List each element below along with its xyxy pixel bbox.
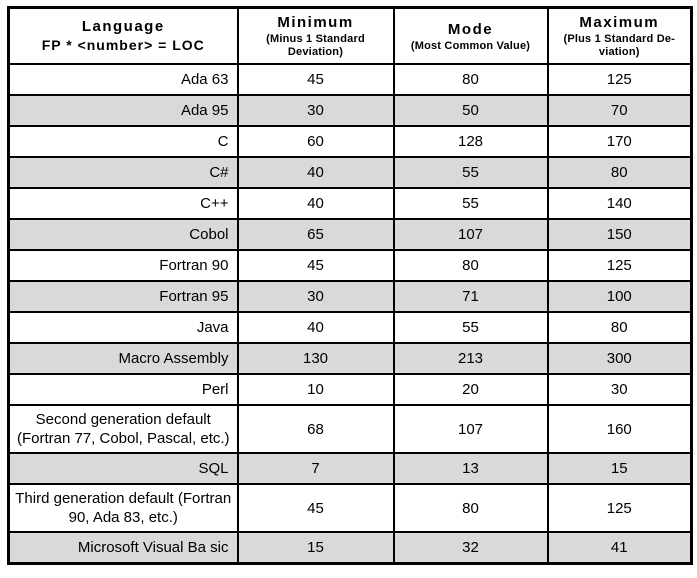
- mode-cell: 50: [392, 94, 549, 127]
- max-cell: 100: [546, 280, 693, 313]
- mode-cell: 80: [392, 249, 549, 282]
- table-row: Cobol 65 107 150: [7, 218, 693, 251]
- min-cell: 15: [236, 531, 395, 565]
- table-row: Perl 10 20 30: [7, 373, 693, 406]
- language-cell: SQL: [7, 452, 239, 485]
- header-maximum-title: Maximum: [579, 14, 660, 31]
- mode-cell: 107: [392, 218, 549, 251]
- header-mode: Mode (Most Common Value): [392, 6, 549, 65]
- mode-cell: 32: [392, 531, 549, 565]
- language-cell: Fortran 95: [7, 280, 239, 313]
- header-language-title: Language: [81, 18, 165, 35]
- language-cell: Fortran 90: [7, 249, 239, 282]
- max-cell: 41: [546, 531, 693, 565]
- min-cell: 7: [236, 452, 395, 485]
- mode-cell: 20: [392, 373, 549, 406]
- header-mode-subtitle: (Most Common Value): [410, 39, 531, 52]
- table-row: C++ 40 55 140: [7, 187, 693, 220]
- language-cell: Second generation default (Fortran 77, C…: [7, 404, 239, 454]
- mode-cell: 80: [392, 63, 549, 96]
- mode-cell: 128: [392, 125, 549, 158]
- max-cell: 140: [546, 187, 693, 220]
- language-cell: Third generation default (Fortran 90, Ad…: [7, 483, 239, 533]
- min-cell: 45: [236, 483, 395, 533]
- header-minimum-subtitle: (Minus 1 Standard Deviation): [266, 33, 365, 58]
- language-cell: C: [7, 125, 239, 158]
- max-cell: 80: [546, 311, 693, 344]
- header-language: Language FP * <number> = LOC: [7, 6, 239, 65]
- header-minimum-title: Minimum: [277, 14, 354, 31]
- min-cell: 40: [236, 311, 395, 344]
- min-cell: 30: [236, 94, 395, 127]
- language-cell: Ada 95: [7, 94, 239, 127]
- header-row: Language FP * <number> = LOC Minimum (Mi…: [7, 6, 693, 65]
- min-cell: 130: [236, 342, 395, 375]
- min-cell: 10: [236, 373, 395, 406]
- table-row: C# 40 55 80: [7, 156, 693, 189]
- table-row: Third generation default (Fortran 90, Ad…: [7, 483, 693, 533]
- max-cell: 170: [546, 125, 693, 158]
- mode-cell: 55: [392, 187, 549, 220]
- max-cell: 80: [546, 156, 693, 189]
- max-cell: 300: [546, 342, 693, 375]
- table-row: Fortran 95 30 71 100: [7, 280, 693, 313]
- max-cell: 125: [546, 63, 693, 96]
- language-cell: Ada 63: [7, 63, 239, 96]
- language-cell: Java: [7, 311, 239, 344]
- language-cell: Macro Assembly: [7, 342, 239, 375]
- table-row: Fortran 90 45 80 125: [7, 249, 693, 282]
- table-row: Ada 63 45 80 125: [7, 63, 693, 96]
- mode-cell: 213: [392, 342, 549, 375]
- table-row: Macro Assembly 130 213 300: [7, 342, 693, 375]
- table-body: Ada 63 45 80 125 Ada 95 30 50 70 C 60 128 170 C# 40 55…: [7, 63, 693, 565]
- mode-cell: 13: [392, 452, 549, 485]
- language-cell: Perl: [7, 373, 239, 406]
- table-row: SQL 7 13 15: [7, 452, 693, 485]
- max-cell: 30: [546, 373, 693, 406]
- table-row: Microsoft Visual Ba sic 15 32 41: [7, 531, 693, 565]
- max-cell: 160: [546, 404, 693, 454]
- language-cell: C#: [7, 156, 239, 189]
- language-cell: Microsoft Visual Ba sic: [7, 531, 239, 565]
- mode-cell: 80: [392, 483, 549, 533]
- mode-cell: 107: [392, 404, 549, 454]
- table-row: C 60 128 170: [7, 125, 693, 158]
- language-cell: Cobol: [7, 218, 239, 251]
- table-row: Ada 95 30 50 70: [7, 94, 693, 127]
- header-language-formula: FP * <number> = LOC: [41, 37, 205, 53]
- header-maximum-subtitle: (Plus 1 Standard De-viation): [563, 33, 676, 58]
- table-row: Second generation default (Fortran 77, C…: [7, 404, 693, 454]
- min-cell: 30: [236, 280, 395, 313]
- mode-cell: 71: [392, 280, 549, 313]
- header-minimum: Minimum (Minus 1 Standard Deviation): [236, 6, 395, 65]
- min-cell: 45: [236, 63, 395, 96]
- min-cell: 60: [236, 125, 395, 158]
- max-cell: 15: [546, 452, 693, 485]
- header-maximum: Maximum (Plus 1 Standard De-viation): [546, 6, 693, 65]
- fp-loc-table: Language FP * <number> = LOC Minimum (Mi…: [7, 6, 693, 565]
- min-cell: 40: [236, 156, 395, 189]
- min-cell: 45: [236, 249, 395, 282]
- max-cell: 150: [546, 218, 693, 251]
- max-cell: 125: [546, 249, 693, 282]
- min-cell: 65: [236, 218, 395, 251]
- mode-cell: 55: [392, 156, 549, 189]
- header-mode-title: Mode: [447, 20, 494, 38]
- table-row: Java 40 55 80: [7, 311, 693, 344]
- max-cell: 125: [546, 483, 693, 533]
- language-cell: C++: [7, 187, 239, 220]
- min-cell: 68: [236, 404, 395, 454]
- max-cell: 70: [546, 94, 693, 127]
- mode-cell: 55: [392, 311, 549, 344]
- min-cell: 40: [236, 187, 395, 220]
